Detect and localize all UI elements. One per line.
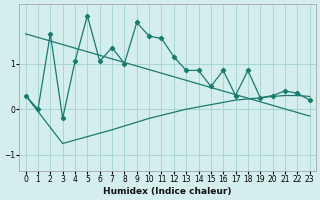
X-axis label: Humidex (Indice chaleur): Humidex (Indice chaleur) xyxy=(103,187,232,196)
